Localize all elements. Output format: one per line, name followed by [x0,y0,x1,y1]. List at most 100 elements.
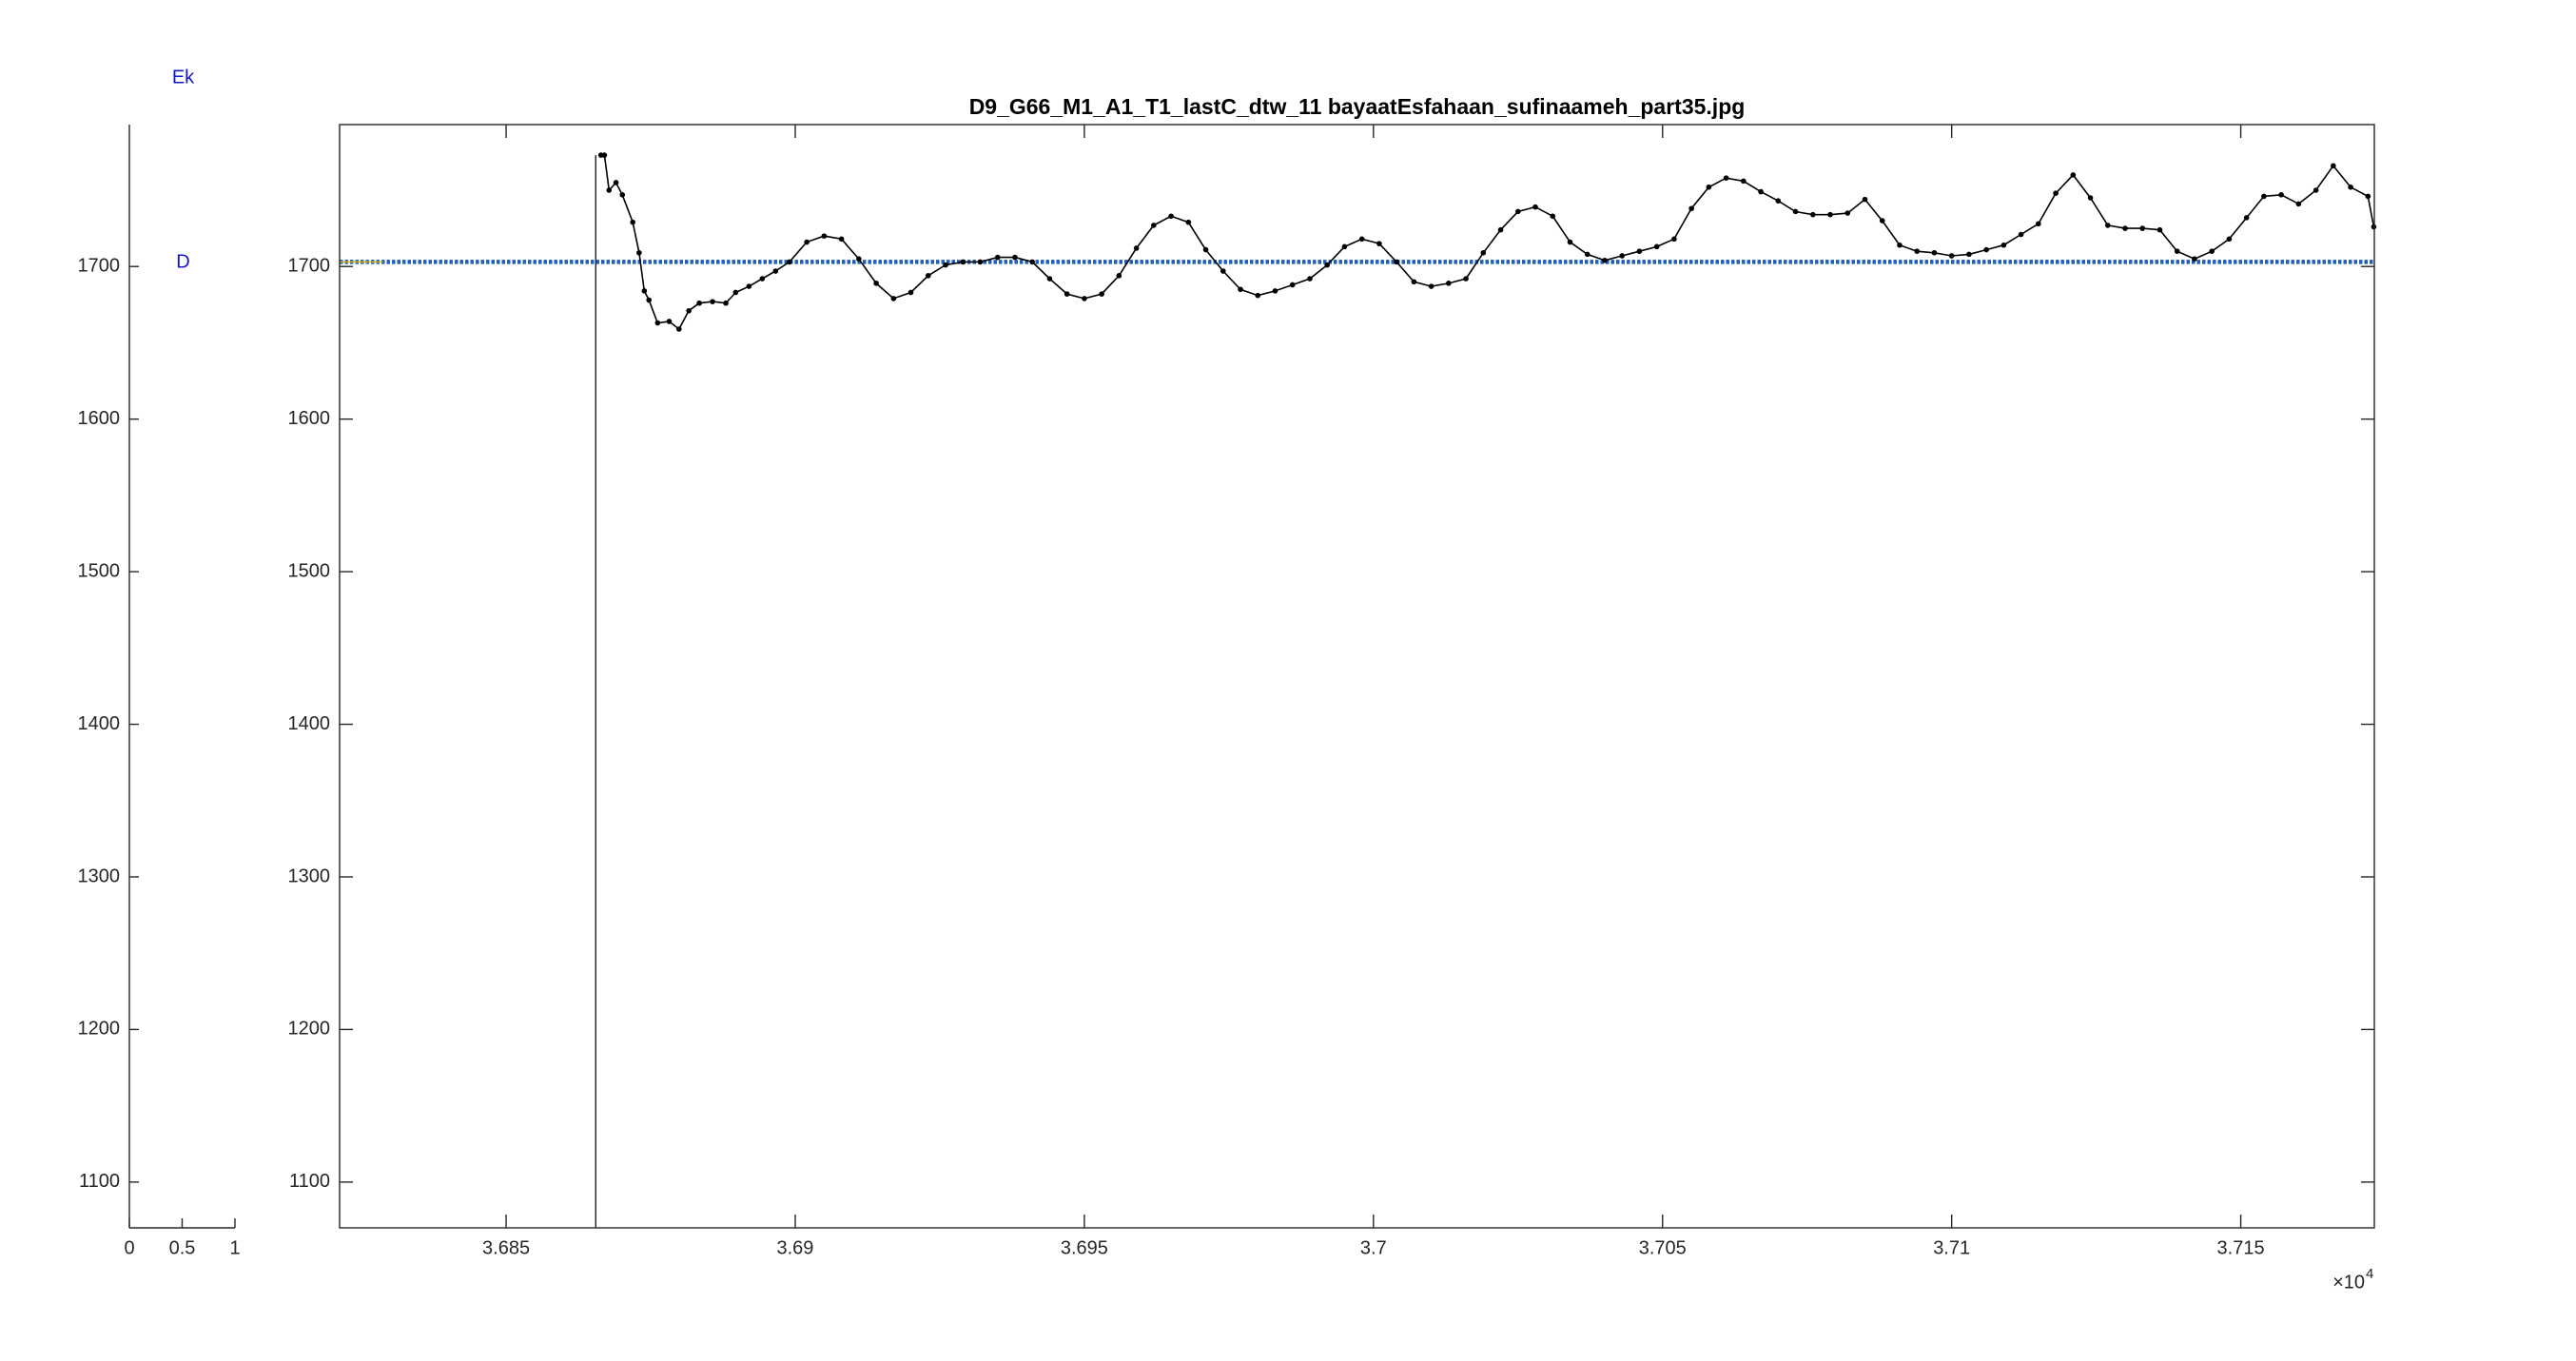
data-point [2104,223,2111,228]
data-point [2209,248,2215,254]
data-point [1844,210,1851,216]
data-point [787,259,792,265]
data-point [746,283,752,289]
data-point [1446,281,1452,286]
x-multiplier-exponent: 4 [2366,1266,2373,1282]
annotation: Ek [172,67,195,87]
data-point [2122,225,2128,231]
data-point [2053,190,2059,196]
data-point [1064,291,1070,297]
data-point [1706,184,1712,190]
data-point [977,259,984,265]
data-point [1376,241,1382,246]
data-point [1272,288,1278,294]
y-tick-label: 1300 [78,865,121,886]
x-tick-label: 3.715 [2217,1237,2265,1258]
data-point [666,319,673,324]
data-point [1255,292,1261,299]
data-point [601,152,608,158]
data-point [1394,259,1399,265]
data-point [2156,226,2163,233]
data-point [2087,195,2094,201]
data-point [1619,253,1625,259]
data-point [1358,236,1365,243]
data-point [1602,257,1608,263]
data-point [804,239,810,245]
series-line [600,154,2375,331]
data-point [654,320,661,326]
data-point [1741,178,1747,185]
data-point [1341,243,1348,250]
x-multiplier-base: ×10 [2332,1272,2365,1293]
data-point [1151,223,1157,228]
data-point [2000,242,2007,248]
y-tick-label: 1700 [288,255,331,276]
y-tick-label: 1400 [78,713,121,734]
data-point [613,180,619,185]
data-point [1099,291,1104,297]
data-point [1289,282,1296,288]
y-tick-label: 1600 [78,408,121,429]
data-point [2278,192,2284,198]
data-point [2192,256,2197,262]
x-tick-label: 1 [229,1237,240,1258]
data-point [2174,248,2180,254]
y-tick-label: 1500 [288,560,331,581]
data-point [1723,175,1729,181]
axes: 1100 1200 1300 1400 1500 1600 1700 3.685 3.69 3.6… [288,94,2377,1293]
data-point [1653,243,1660,250]
data-point [856,256,862,262]
data-point [1948,253,1955,259]
data-point [1897,242,1903,248]
data-point [1082,296,1087,301]
data-point [1792,208,1799,215]
data-point [630,219,635,225]
data-point [2070,172,2077,178]
data-point [2226,236,2233,243]
x-tick-label: 3.705 [1639,1237,1687,1258]
data-point [636,249,642,256]
data-point [1914,248,1920,254]
x-tick-label: 0.5 [169,1237,196,1258]
data-point [1879,218,1885,224]
axes-box [339,124,2375,1229]
data-point [606,187,613,193]
data-point [1428,283,1434,289]
data-point [1567,239,1573,245]
y-tick-label: 1200 [288,1019,331,1040]
data-point [890,296,897,301]
data-point [1116,273,1122,279]
data-point [1584,251,1590,258]
data-point [676,326,682,332]
data-point [723,300,729,306]
data-point [1862,196,1868,203]
data-point [2243,215,2250,221]
data-point [1307,276,1313,282]
data-point [1514,208,1521,215]
y-tick-label: 1100 [289,1171,330,1192]
axes: 1100 1200 1300 1400 1500 1600 1700 0 0.5 1 Ek D [78,67,241,1258]
data-point [710,299,715,304]
y-tick-label: 1200 [78,1019,121,1040]
data-point [619,192,626,198]
x-tick-label: 3.7 [1360,1237,1387,1258]
y-tick-label: 1500 [78,560,121,581]
data-point [732,289,739,296]
data-point [2018,231,2024,238]
data-point [1497,226,1504,233]
data-point [873,281,879,286]
data-point [772,268,779,274]
data-point [686,307,692,314]
annotation: D [176,251,189,272]
data-point [2365,193,2371,200]
y-tick-label: 1300 [288,865,331,886]
y-tick-label: 1700 [78,255,121,276]
data-point [1463,276,1469,282]
data-point [1480,249,1487,256]
data-point [2261,193,2267,200]
data-point [1966,251,1972,258]
data-point [1758,188,1764,195]
x-tick-label: 3.69 [777,1237,814,1258]
data-point [1411,279,1417,285]
